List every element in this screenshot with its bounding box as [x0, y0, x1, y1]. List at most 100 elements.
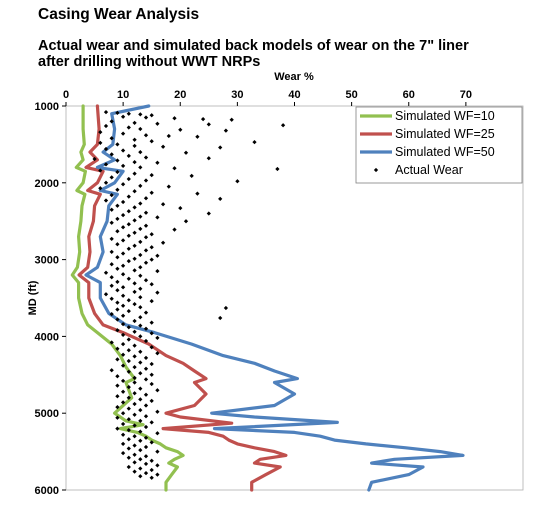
chart-title-line-2: after drilling without WWT NRPs [38, 54, 261, 70]
legend-label-simulated-wf-50: Simulated WF=50 [395, 145, 495, 159]
actual-wear-point [132, 443, 137, 448]
actual-wear-point [155, 409, 160, 414]
actual-wear-point [143, 461, 149, 467]
actual-wear-point [132, 230, 137, 235]
actual-wear-point [138, 126, 143, 132]
actual-wear-point [218, 196, 223, 202]
actual-wear-point [143, 355, 149, 361]
actual-wear-point [143, 326, 149, 331]
actual-wear-point [132, 289, 137, 295]
actual-wear-point [149, 232, 154, 237]
actual-wear-point [149, 345, 154, 350]
actual-wear-point [109, 136, 114, 141]
actual-wear-point [149, 420, 154, 425]
actual-wear-point [115, 216, 120, 222]
actual-wear-point [138, 418, 143, 424]
actual-wear-point [126, 358, 131, 364]
actual-wear-point [149, 190, 154, 195]
actual-wear-point [115, 357, 120, 362]
actual-wear-point [132, 205, 137, 210]
actual-wear-point [126, 437, 131, 442]
series-line-simulated-wf-50 [84, 104, 465, 492]
actual-wear-point [120, 389, 126, 394]
actual-wear-point [126, 464, 131, 470]
actual-wear-point [109, 275, 114, 280]
actual-wear-point [120, 432, 126, 437]
actual-wear-point [138, 112, 143, 117]
actual-wear-point [132, 354, 137, 359]
actual-wear-point [120, 238, 126, 243]
actual-wear-point [115, 203, 120, 208]
actual-wear-point [143, 235, 149, 240]
actual-wear-point [138, 429, 143, 434]
actual-wear-point [132, 189, 137, 194]
actual-wear-point [126, 153, 131, 159]
actual-wear-point [126, 194, 131, 199]
actual-wear-point [138, 239, 143, 245]
axis-layer: 0 10 20 30 40 50 60 70 1000 2000 3000 4000 5000 6000 [35, 89, 472, 497]
actual-wear-point [143, 223, 149, 228]
actual-wear-point [155, 160, 160, 165]
actual-wear-point [143, 155, 149, 160]
actual-wear-point [138, 305, 143, 310]
actual-wear-point [155, 215, 160, 220]
actual-wear-point [132, 391, 137, 396]
actual-wear-point [126, 348, 131, 353]
actual-wear-point [183, 219, 189, 224]
y-tick-label: 3000 [35, 255, 59, 267]
actual-wear-point [143, 444, 149, 450]
actual-wear-point [138, 183, 143, 189]
x-tick-label: 0 [63, 89, 69, 101]
chart-title-line-1: Actual wear and simulated back models of… [38, 38, 469, 54]
actual-wear-point [126, 176, 131, 182]
x-tick-label: 70 [460, 89, 472, 101]
actual-wear-point [195, 134, 200, 139]
actual-wear-point [155, 449, 160, 454]
actual-wear-point [132, 159, 137, 165]
actual-wear-point [172, 166, 177, 171]
x-tick-label: 60 [403, 89, 415, 101]
actual-wear-point [149, 245, 154, 250]
actual-wear-point [109, 175, 114, 180]
actual-wear-point [115, 266, 120, 271]
actual-wear-point [160, 144, 166, 149]
actual-wear-point [115, 142, 120, 147]
actual-wear-point [115, 158, 120, 163]
actual-wear-point [120, 313, 126, 318]
actual-wear-point [132, 364, 137, 370]
actual-wear-point [103, 292, 109, 297]
actual-wear-point [149, 361, 154, 367]
actual-wear-point [138, 295, 143, 300]
actual-wear-point [155, 351, 160, 356]
actual-wear-point [120, 450, 126, 456]
actual-wear-point [120, 263, 126, 268]
actual-wear-point [206, 211, 211, 216]
actual-wear-point [223, 128, 229, 133]
actual-wear-point [138, 457, 143, 462]
actual-wear-point [155, 472, 160, 477]
actual-wear-point [149, 139, 154, 144]
actual-wear-point [138, 349, 143, 354]
actual-wear-point [138, 286, 143, 291]
actual-wear-point [143, 366, 149, 371]
actual-wear-point [218, 315, 223, 321]
actual-wear-point [138, 371, 143, 376]
actual-wear-point [143, 248, 149, 253]
actual-wear-point [275, 166, 280, 172]
actual-wear-point [132, 375, 137, 381]
actual-wear-point [126, 337, 131, 342]
actual-wear-point [115, 307, 120, 312]
actual-wear-point [149, 398, 154, 404]
actual-wear-point [103, 123, 109, 129]
series-line-simulated-wf-10 [70, 104, 185, 492]
x-tick-label: 20 [174, 89, 186, 101]
actual-wear-point [138, 466, 143, 471]
actual-wear-point [92, 156, 97, 162]
actual-wear-point [126, 246, 131, 251]
actual-wear-point [218, 145, 223, 150]
actual-wear-point [132, 329, 137, 334]
actual-wear-point [132, 243, 137, 248]
actual-wear-point [98, 186, 103, 191]
actual-wear-point [126, 276, 131, 281]
